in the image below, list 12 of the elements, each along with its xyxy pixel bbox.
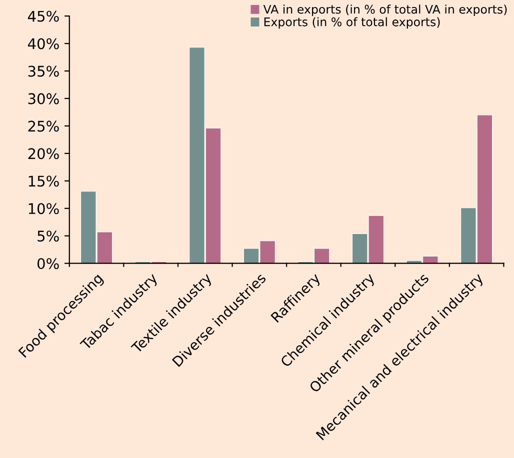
y-tick-label: 15% bbox=[28, 176, 59, 187]
y-tick-label: 30% bbox=[28, 93, 59, 104]
y-tick-label: 45% bbox=[28, 10, 59, 22]
legend-label: Exports (in % of total exports) bbox=[264, 17, 440, 29]
y-tick-label: 25% bbox=[28, 120, 59, 132]
y-tick-label: 20% bbox=[28, 148, 59, 160]
y-tick-label: 0% bbox=[37, 258, 59, 270]
legend-label: VA in exports (in % of total VA in exports) bbox=[263, 4, 507, 16]
y-tick-label: 35% bbox=[28, 66, 59, 77]
y-tick-label: 5% bbox=[38, 230, 59, 242]
y-tick-label: 10% bbox=[28, 203, 59, 214]
y-tick-label: 40% bbox=[28, 38, 59, 50]
